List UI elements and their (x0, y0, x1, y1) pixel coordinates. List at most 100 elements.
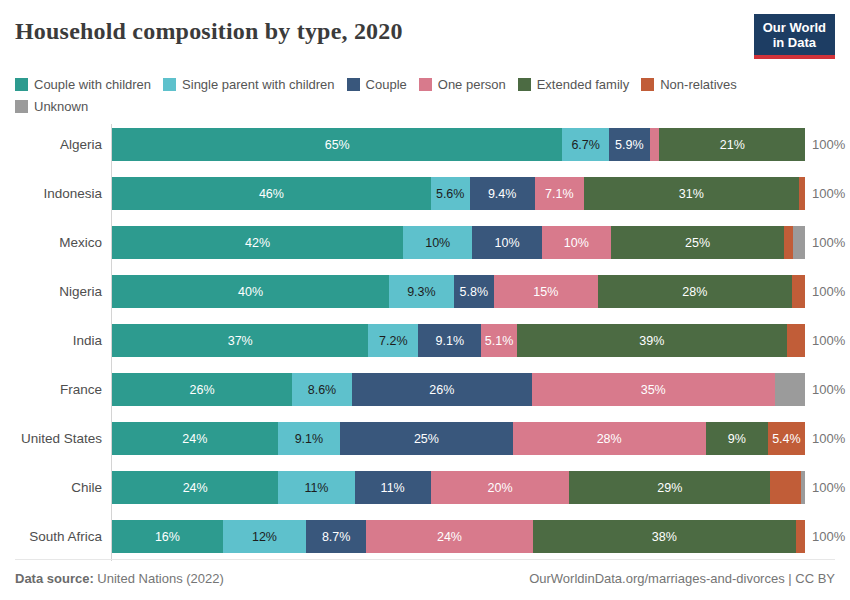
chart-row: South Africa16%12%8.7%24%38%100% (15, 520, 835, 553)
chart-rows: Algeria65%6.7%5.9%21%100% Indonesia46%5.6… (15, 128, 835, 553)
country-label: Indonesia (15, 186, 112, 201)
data-source-note: Data source: United Nations (2022) (15, 571, 224, 586)
country-label: Chile (15, 480, 112, 495)
bar-segment: 35% (532, 373, 775, 406)
total-label: 100% (805, 333, 845, 348)
total-label: 100% (805, 235, 845, 250)
total-label: 100% (805, 382, 845, 397)
stacked-bar: 40%9.3%5.8%15%28% (112, 275, 805, 308)
chart-row: Algeria65%6.7%5.9%21%100% (15, 128, 835, 161)
country-label: France (15, 382, 112, 397)
total-label: 100% (805, 137, 845, 152)
stacked-bar: 46%5.6%9.4%7.1%31% (112, 177, 805, 210)
bar-segment (775, 373, 805, 406)
legend-label: Couple with children (34, 77, 151, 92)
bar-segment: 11% (355, 471, 431, 504)
chart-row: Nigeria40%9.3%5.8%15%28%100% (15, 275, 835, 308)
legend-label: Single parent with children (182, 77, 334, 92)
bar-segment: 10% (403, 226, 472, 259)
footer-link: OurWorldinData.org/marriages-and-divorce… (529, 571, 835, 586)
chart-row: United States24%9.1%25%28%9%5.4%100% (15, 422, 835, 455)
bar-segment (784, 226, 793, 259)
legend-label: Non-relatives (660, 77, 737, 92)
legend-item: Single parent with children (163, 77, 334, 92)
stacked-bar-chart: Algeria65%6.7%5.9%21%100% Indonesia46%5.6… (15, 128, 835, 553)
bar-segment: 9.1% (278, 422, 341, 455)
country-label: Mexico (15, 235, 112, 250)
bar-segment: 9.1% (418, 324, 481, 357)
bar-segment: 28% (598, 275, 792, 308)
header: Household composition by type, 2020 Our … (15, 12, 835, 64)
chart-page: Household composition by type, 2020 Our … (0, 0, 850, 600)
bar-segment: 40% (112, 275, 389, 308)
stacked-bar: 37%7.2%9.1%5.1%39% (112, 324, 805, 357)
bar-segment: 37% (112, 324, 368, 357)
y-axis-line (111, 124, 112, 561)
bar-segment: 31% (584, 177, 799, 210)
bar-segment: 24% (366, 520, 532, 553)
bar-segment: 6.7% (562, 128, 608, 161)
bar-segment: 65% (112, 128, 562, 161)
legend-item: Couple (347, 77, 407, 92)
bar-segment: 25% (340, 422, 512, 455)
country-label: Algeria (15, 137, 112, 152)
bar-segment: 7.2% (368, 324, 418, 357)
bar-segment: 42% (112, 226, 403, 259)
bar-segment: 26% (112, 373, 292, 406)
bar-segment (787, 324, 805, 357)
stacked-bar: 24%9.1%25%28%9%5.4% (112, 422, 805, 455)
logo-line-1: Our World (763, 20, 826, 35)
total-label: 100% (805, 529, 845, 544)
bar-segment: 5.1% (481, 324, 516, 357)
data-source-label: Data source: (15, 571, 94, 586)
bar-segment: 29% (569, 471, 770, 504)
legend-item: One person (419, 77, 506, 92)
bar-segment: 9.3% (389, 275, 453, 308)
bar-segment: 7.1% (535, 177, 584, 210)
bar-segment: 46% (112, 177, 431, 210)
stacked-bar: 26%8.6%26%35% (112, 373, 805, 406)
legend-label: Couple (366, 77, 407, 92)
legend-item: Extended family (518, 77, 630, 92)
total-label: 100% (805, 186, 845, 201)
legend-item: Couple with children (15, 77, 151, 92)
stacked-bar: 65%6.7%5.9%21% (112, 128, 805, 161)
chart-row: Indonesia46%5.6%9.4%7.1%31%100% (15, 177, 835, 210)
chart-row: Chile24%11%11%20%29%100% (15, 471, 835, 504)
country-label: South Africa (15, 529, 112, 544)
bar-segment: 12% (223, 520, 306, 553)
bar-segment: 10% (472, 226, 541, 259)
bar-segment (650, 128, 660, 161)
chart-title: Household composition by type, 2020 (15, 18, 403, 45)
legend-swatch-icon (347, 78, 360, 91)
data-source-value: United Nations (2022) (94, 571, 224, 586)
legend-swatch-icon (419, 78, 432, 91)
legend-label: One person (438, 77, 506, 92)
bar-segment: 5.8% (454, 275, 494, 308)
legend-swatch-icon (641, 78, 654, 91)
bar-segment: 24% (112, 471, 278, 504)
legend-label: Unknown (34, 99, 88, 114)
stacked-bar: 24%11%11%20%29% (112, 471, 805, 504)
bar-segment: 26% (352, 373, 532, 406)
chart-row: India37%7.2%9.1%5.1%39%100% (15, 324, 835, 357)
legend-swatch-icon (518, 78, 531, 91)
bar-segment: 8.6% (292, 373, 352, 406)
bar-segment (792, 275, 805, 308)
total-label: 100% (805, 431, 845, 446)
bar-segment (796, 520, 805, 553)
bar-segment: 38% (533, 520, 796, 553)
bar-segment (793, 226, 805, 259)
legend-item: Unknown (15, 99, 88, 114)
legend-swatch-icon (15, 78, 28, 91)
chart-row: France26%8.6%26%35%100% (15, 373, 835, 406)
legend-swatch-icon (15, 100, 28, 113)
bar-segment: 16% (112, 520, 223, 553)
total-label: 100% (805, 480, 845, 495)
legend-swatch-icon (163, 78, 176, 91)
bar-segment: 10% (542, 226, 611, 259)
owid-logo: Our World in Data (754, 14, 835, 59)
bar-segment: 21% (659, 128, 805, 161)
bar-segment: 11% (278, 471, 354, 504)
stacked-bar: 16%12%8.7%24%38% (112, 520, 805, 553)
